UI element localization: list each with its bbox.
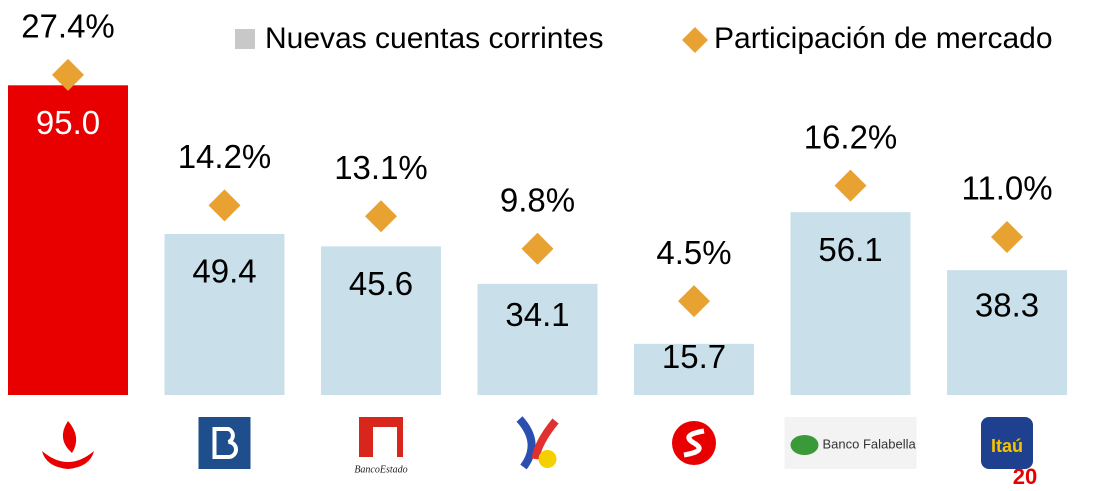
diamond-marker [834,169,867,202]
bar [790,212,911,395]
logo-text: BancoEstado [354,464,407,475]
logo [198,417,251,469]
diamond-marker [678,285,710,318]
bar [634,343,754,395]
legend-label: Participación de mercado [714,22,1053,55]
bar-value-label: 15.7 [662,338,726,375]
logo-text: Itaú [991,436,1023,456]
diamond-marker [365,200,397,233]
logo [373,427,397,457]
bar-value-label: 56.1 [818,231,882,268]
bar [8,85,128,396]
diamond-marker [208,189,241,222]
bar-value-label: 49.4 [192,253,256,290]
bar [164,233,285,395]
bar [321,246,441,395]
legend-label: Nuevas cuentas corrintes [265,22,604,55]
logo [531,418,559,460]
logo [42,421,94,469]
logo [981,417,1033,469]
marker-value-label: 14.2% [178,138,272,175]
diamond-marker [52,58,84,91]
bar-value-label: 95.0 [36,104,100,141]
logo [538,450,557,468]
marker-value-label: 16.2% [804,118,898,155]
marker-value-label: 4.5% [656,234,731,271]
legend-swatch [235,29,255,49]
marker-value-label: 13.1% [334,149,428,186]
bar [947,270,1067,395]
logo [790,435,819,455]
logo [516,416,536,470]
bar-value-label: 38.3 [975,286,1039,323]
logo [212,427,238,459]
bar-value-label: 45.6 [349,265,413,302]
legend-swatch [682,27,708,53]
bar [477,283,598,395]
diamond-marker [991,220,1023,253]
marker-value-label: 11.0% [961,170,1052,207]
logo [683,428,705,458]
bar-value-label: 34.1 [505,296,569,333]
marker-value-label: 9.8% [500,182,575,219]
marker-value-label: 27.4% [21,8,115,45]
diamond-marker [521,232,554,265]
logo-text: Banco Falabella [823,436,917,451]
